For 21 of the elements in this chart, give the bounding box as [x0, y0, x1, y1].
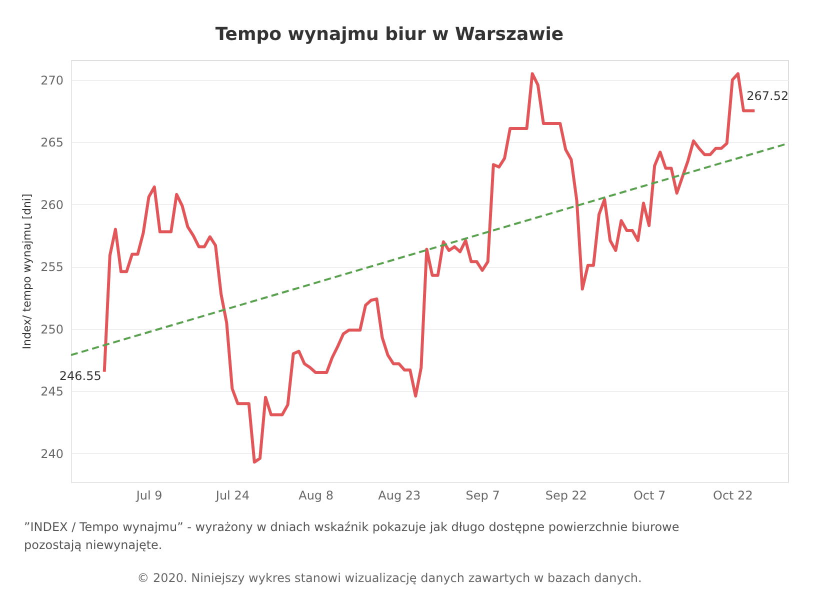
x-tick-label: Jul 9 [135, 488, 162, 502]
y-tick-label: 255 [40, 260, 64, 274]
y-tick-label: 250 [40, 322, 64, 336]
y-tick-label: 265 [40, 136, 64, 150]
annotation: 246.55 [59, 368, 102, 383]
text: ”INDEX / Tempo wynajmu” - wyrażony w dniach wskaźnik pokazuje jak długo dostępne powierzchnie biurowe pozostają niewynajęte. [24, 520, 680, 552]
x-tick-label: Oct 22 [712, 488, 753, 502]
x-tick-label: Aug 23 [378, 488, 421, 502]
y-tick-label: 240 [40, 446, 64, 461]
annotation: 267.52 [746, 88, 789, 103]
chart-title: Tempo wynajmu biur w Warszawie [215, 24, 564, 45]
x-tick-label: Sep 7 [466, 488, 500, 502]
x-tick-label: Sep 22 [545, 488, 588, 502]
x-tick-label: Oct 7 [633, 488, 666, 502]
y-tick-label: 260 [40, 198, 64, 212]
y-tick-label: 270 [40, 73, 64, 88]
x-tick-label: Jul 24 [214, 488, 250, 502]
text: © 2020. Niniejszy wykres stanowi wizualizację danych zawartych w bazach danych. [137, 571, 642, 585]
y-axis-title: Index/ tempo wynajmu [dni] [20, 194, 34, 350]
y-tick-label: 245 [40, 384, 64, 399]
x-tick-label: Aug 8 [298, 488, 334, 502]
